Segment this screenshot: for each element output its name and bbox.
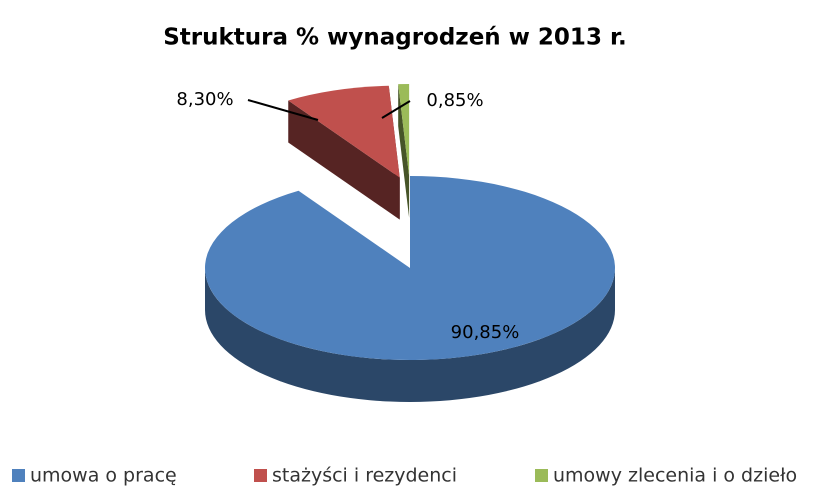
slice xyxy=(288,85,400,178)
chart-title: Struktura % wynagrodzeń w 2013 r. xyxy=(163,25,627,51)
leader-line xyxy=(247,99,319,121)
legend-label: umowy zlecenia i o dzieło xyxy=(553,465,797,487)
slice-side xyxy=(205,268,615,402)
legend-swatch xyxy=(254,469,267,482)
legend-label: umowa o pracę xyxy=(30,465,177,487)
legend-label: stażyści i rezydenci xyxy=(272,465,457,487)
data-label: 0,85% xyxy=(426,90,483,111)
slice-side xyxy=(288,100,400,220)
data-label: 90,85% xyxy=(451,322,520,343)
data-label: 8,30% xyxy=(176,89,233,110)
slice xyxy=(204,176,615,360)
legend-swatch xyxy=(12,469,25,482)
slice-side xyxy=(398,84,410,219)
legend-swatch xyxy=(535,469,548,482)
leader-line xyxy=(381,100,411,119)
